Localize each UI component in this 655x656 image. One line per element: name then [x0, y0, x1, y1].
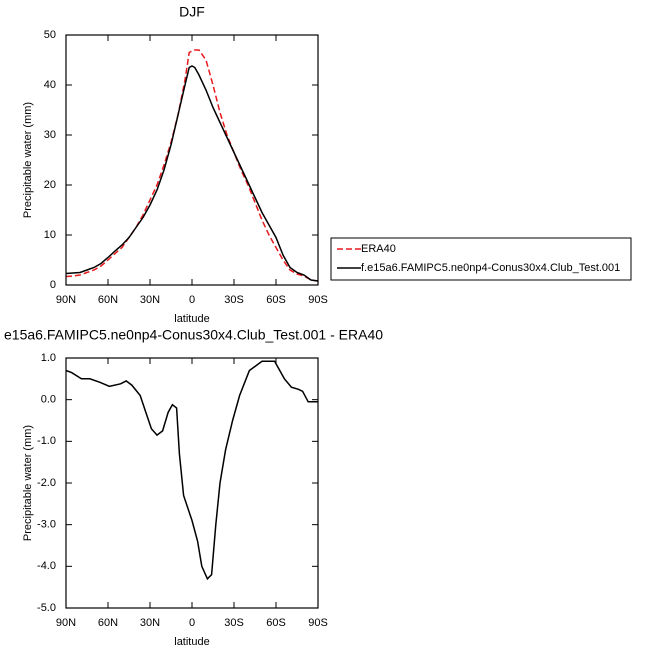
legend-label: ERA40 [361, 243, 396, 255]
x-tick-label: 90S [308, 294, 328, 306]
y-tick-label: 0 [50, 279, 56, 291]
x-tick-label: 30S [224, 294, 244, 306]
x-tick-label: 90N [56, 294, 76, 306]
legend: ERA40 f.e15a6.FAMIPC5.ne0np4-Conus30x4.Cl… [330, 237, 632, 281]
y-axis-label: Precipitable water (mm) [22, 102, 34, 218]
x-tick-label: 30S [224, 617, 244, 629]
data-line [65, 360, 318, 581]
data-line [65, 49, 319, 282]
legend-box [330, 237, 632, 281]
y-tick-label: 0.0 [41, 394, 56, 406]
x-tick-label: 0 [189, 294, 195, 306]
y-axis-label: Precipitable water (mm) [22, 425, 34, 541]
x-tick-label: 30N [140, 617, 160, 629]
y-tick-label: 50 [44, 29, 56, 41]
data-line [65, 65, 319, 282]
y-tick-label: 40 [44, 79, 56, 91]
y-tick-label: -2.0 [37, 477, 56, 489]
x-tick-label: 60S [266, 617, 286, 629]
x-tick-label: 90S [308, 617, 328, 629]
x-axis-label: latitude [174, 313, 209, 325]
plot-frame [65, 34, 319, 286]
x-tick-label: 0 [189, 617, 195, 629]
y-tick-label: -3.0 [37, 519, 56, 531]
legend-label: f.e15a6.FAMIPC5.ne0np4-Conus30x4.Club_Te… [361, 262, 620, 274]
x-tick-label: 60S [266, 294, 286, 306]
x-tick-label: 30N [140, 294, 160, 306]
y-tick-label: -1.0 [37, 435, 56, 447]
y-tick-label: 20 [44, 179, 56, 191]
chart-title: DJF [179, 4, 205, 20]
x-tick-label: 60N [98, 617, 118, 629]
y-tick-label: -5.0 [37, 602, 56, 614]
plot-frame [65, 357, 319, 609]
y-tick-label: -4.0 [37, 560, 56, 572]
y-tick-label: 30 [44, 129, 56, 141]
x-tick-label: 90N [56, 617, 76, 629]
x-axis-label: latitude [174, 636, 209, 648]
y-tick-label: 1.0 [41, 352, 56, 364]
y-tick-label: 10 [44, 229, 56, 241]
x-tick-label: 60N [98, 294, 118, 306]
chart-title: e15a6.FAMIPC5.ne0np4-Conus30x4.Club_Test… [4, 327, 383, 343]
